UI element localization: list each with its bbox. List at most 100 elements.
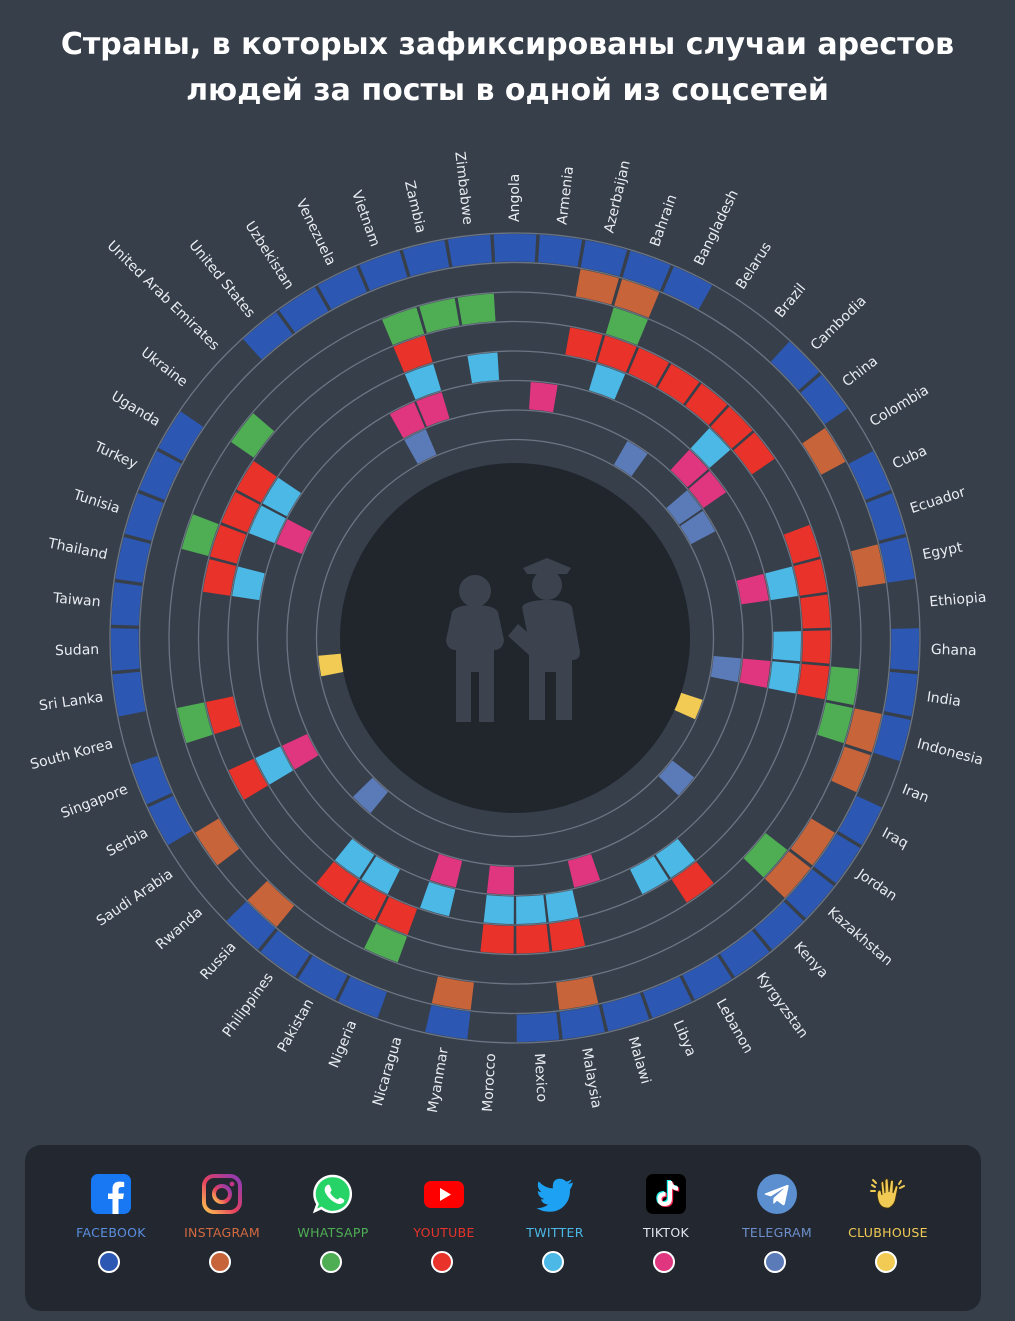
ring-guide — [256, 379, 774, 897]
legend-label: INSTAGRAM — [184, 1225, 260, 1240]
country-label-indonesia: Indonesia — [915, 736, 985, 769]
cell-facebook-armenia — [538, 234, 583, 267]
cell-youtube-thailand — [202, 559, 237, 596]
country-label-belarus: Belarus — [733, 239, 775, 292]
legend-label: TIKTOK — [642, 1225, 690, 1240]
cell-facebook-china — [800, 374, 848, 425]
cell-telegram-russia — [352, 777, 389, 814]
instagram-icon — [202, 1174, 242, 1214]
ring-guide — [227, 350, 803, 926]
country-label-singapore: Singapore — [59, 781, 131, 822]
country-label-philippines: Philippines — [220, 970, 277, 1040]
cell-twitter-zimbabwe — [467, 352, 500, 384]
cell-tiktok-malawi — [567, 854, 601, 888]
country-label-colombia: Colombia — [867, 382, 932, 430]
chart-cells — [111, 233, 919, 1042]
cell-twitter-malaysia — [545, 890, 579, 922]
country-label-mexico: Mexico — [531, 1053, 550, 1103]
country-label-tunisia: Tunisia — [70, 487, 121, 517]
cell-facebook-cambodia — [770, 341, 820, 391]
cell-youtube-ghana — [802, 630, 831, 664]
cell-facebook-philippines — [260, 930, 311, 977]
cell-whatsapp-nigeria — [364, 923, 407, 963]
country-label-taiwan: Taiwan — [51, 590, 101, 610]
cell-facebook-tunisia — [124, 493, 164, 541]
cell-twitter-bahrain — [588, 363, 626, 400]
cell-twitter-lebanon — [630, 856, 669, 895]
legend-item-twitter: TWITTER — [499, 1145, 611, 1311]
country-label-uzbekistan: Uzbekistan — [242, 219, 297, 293]
cell-facebook-sri-lanka — [112, 671, 146, 717]
legend-dot — [542, 1251, 564, 1273]
legend-dot — [320, 1251, 342, 1273]
cell-twitter-uganda — [262, 477, 301, 517]
cell-twitter-serbia — [255, 746, 294, 785]
chart-title: Страны, в которых зафиксированы случаи а… — [0, 22, 1015, 114]
cell-youtube-bangladesh — [628, 347, 669, 387]
cell-facebook-sudan — [111, 628, 140, 671]
ring-guide — [315, 438, 715, 838]
cell-twitter-kyrgyzstan — [655, 838, 696, 878]
cell-youtube-malaysia — [549, 918, 586, 952]
ring-guide — [286, 409, 744, 867]
title-line-2: людей за посты в одной из соцсетей — [186, 73, 829, 108]
cell-facebook-azerbaijan — [580, 240, 628, 277]
country-label-kenya: Kenya — [790, 939, 831, 981]
tiktok-icon — [646, 1174, 686, 1214]
youtube-icon — [424, 1181, 464, 1208]
country-label-zambia: Zambia — [401, 179, 429, 234]
cell-whatsapp-zambia — [419, 298, 460, 333]
country-label-morocco: Morocco — [480, 1053, 499, 1112]
cell-instagram-malaysia — [556, 976, 599, 1010]
cell-facebook-mexico — [516, 1012, 560, 1042]
cell-facebook-iraq — [838, 795, 882, 846]
cell-whatsapp-bahrain — [605, 307, 648, 346]
whatsapp-icon — [312, 1174, 353, 1214]
cell-facebook-jordan — [814, 833, 861, 884]
cell-youtube-nigeria — [377, 897, 418, 935]
arrest-icon — [446, 558, 580, 722]
cell-whatsapp-tunisia — [181, 514, 219, 556]
cell-youtube-ecuador — [783, 524, 820, 564]
country-label-kazakhstan: Kazakhstan — [824, 904, 895, 969]
cell-tiktok-venezuela — [389, 402, 425, 439]
cell-twitter-mexico — [516, 894, 547, 924]
cell-twitter-ghana — [772, 631, 802, 662]
cell-telegram-kazakhstan — [658, 760, 695, 796]
telegram-icon — [757, 1174, 797, 1214]
legend-item-instagram: INSTAGRAM — [166, 1145, 278, 1311]
country-label-libya: Libya — [670, 1018, 699, 1059]
country-label-serbia: Serbia — [104, 825, 151, 860]
cell-facebook-vietnam — [359, 250, 408, 291]
cell-whatsapp-ukraine — [231, 413, 275, 458]
country-label-brazil: Brazil — [772, 281, 809, 321]
country-label-south-korea: South Korea — [29, 736, 115, 773]
cell-facebook-malaysia — [559, 1005, 605, 1040]
legend-label: WHATSAPP — [297, 1225, 369, 1240]
title-line-1: Страны, в которых зафиксированы случаи а… — [60, 27, 955, 62]
country-label-myanmar: Myanmar — [425, 1046, 452, 1114]
cell-youtube-uganda — [236, 461, 277, 503]
cell-youtube-mexico — [516, 924, 550, 954]
cell-youtube-china — [733, 432, 775, 475]
facebook-icon — [91, 1174, 131, 1214]
radial-chart: Angola Armenia Azerbaijan Bahrain Bangladesh… — [29, 151, 987, 1114]
country-label-cambodia: Cambodia — [808, 293, 870, 354]
country-label-vietnam: Vietnam — [348, 189, 383, 249]
cell-youtube-belarus — [657, 363, 700, 405]
ring-guide — [109, 232, 921, 1044]
legend-item-tiktok: TIKTOK — [610, 1145, 722, 1311]
cell-twitter-egypt — [765, 566, 798, 601]
cell-facebook-zambia — [402, 240, 450, 277]
cell-facebook-singapore — [131, 755, 172, 805]
legend-item-clubhouse: CLUBHOUSE — [832, 1145, 944, 1311]
cell-whatsapp-south-korea — [177, 702, 213, 744]
cell-instagram-jordan — [790, 818, 835, 866]
cell-youtube-turkey — [221, 491, 260, 533]
cell-facebook-ghana — [890, 628, 919, 671]
clubhouse-icon — [870, 1178, 905, 1209]
cell-youtube-egypt — [793, 559, 828, 596]
cell-facebook-lebanon — [682, 955, 732, 1000]
cell-facebook-kyrgyzstan — [719, 930, 770, 977]
country-label-sudan: Sudan — [55, 642, 100, 659]
